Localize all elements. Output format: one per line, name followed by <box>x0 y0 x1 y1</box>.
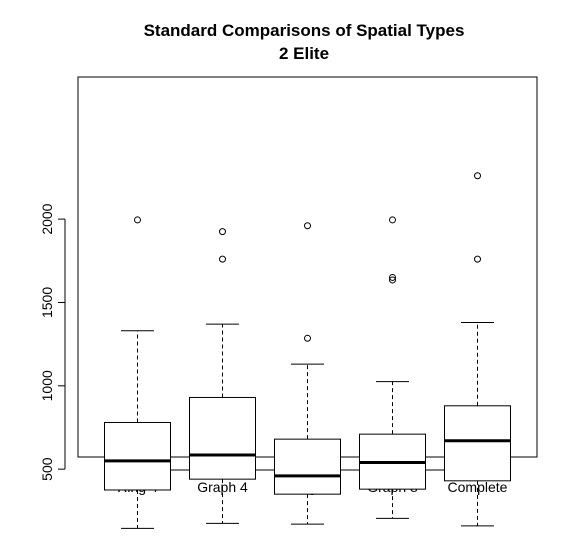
iqr-box <box>189 396 256 480</box>
iqr-box <box>104 421 171 491</box>
outlier-point <box>389 273 396 281</box>
boxes-group <box>104 172 511 529</box>
y-axis: 500 1000 1500 2000 <box>39 203 66 481</box>
outlier-point <box>219 228 226 236</box>
y-tick-label: 1500 <box>39 287 55 318</box>
plot-frame <box>77 76 538 458</box>
chart-subtitle: 2 Elite <box>279 44 329 63</box>
box-graph-8 <box>359 216 426 519</box>
y-tick-label: 2000 <box>39 203 55 234</box>
box-complete <box>444 172 511 527</box>
outlier-point <box>304 222 311 230</box>
iqr-box <box>274 438 341 495</box>
x-tick-label: Complete <box>448 479 508 495</box>
outlier-point <box>474 172 481 180</box>
outlier-point <box>304 334 311 342</box>
y-tick-label: 1000 <box>39 370 55 401</box>
box-graph-4 <box>189 228 256 524</box>
chart-title: Standard Comparisons of Spatial Types <box>144 21 465 40</box>
box-ring-4 <box>104 216 171 529</box>
y-tick-label: 500 <box>39 457 55 481</box>
iqr-box <box>444 405 511 482</box>
box-ring-8 <box>274 222 341 525</box>
outlier-point <box>389 216 396 224</box>
outlier-point <box>219 255 226 263</box>
outlier-point <box>134 216 141 224</box>
outlier-point <box>474 255 481 263</box>
outlier-point <box>389 276 396 284</box>
